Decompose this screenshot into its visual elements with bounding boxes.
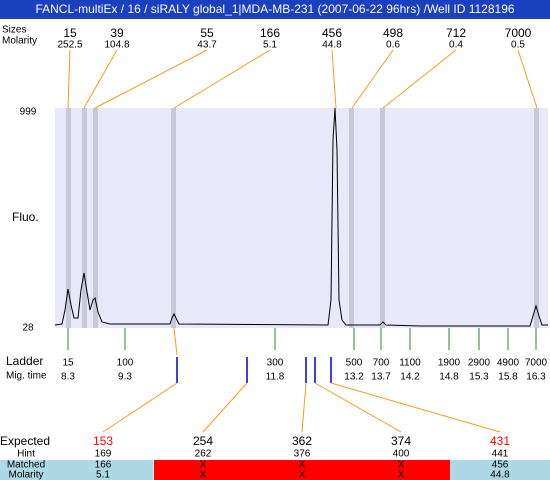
match-lines [102, 327, 501, 433]
molarity-cell: 5.1 [96, 470, 110, 480]
peaks-molarity-label: Molarity [2, 36, 37, 47]
hint-cell: 169 [95, 449, 112, 460]
ladder-time: 14.8 [439, 372, 459, 383]
ladder-time: 13.2 [344, 372, 364, 383]
peak-molarity: 252.5 [57, 40, 82, 51]
hint-cell: 262 [195, 449, 212, 460]
row-label: Molarity [8, 470, 43, 480]
trace [54, 107, 548, 327]
ladder-size: 1900 [438, 358, 461, 369]
peak-size: 55 [200, 26, 214, 40]
peak-link [382, 49, 457, 109]
peak-link [67, 49, 71, 109]
expected-cell: 362 [292, 434, 312, 448]
peak-size: 15 [63, 26, 77, 40]
y-label: Fluo. [12, 210, 39, 224]
expected-cell: 374 [391, 434, 411, 448]
expected-cell: 431 [490, 434, 510, 448]
ladder-size: 4900 [497, 358, 520, 369]
column-bg [154, 460, 252, 480]
ladder-time: 15.8 [498, 372, 518, 383]
matched-cell: X [200, 460, 207, 471]
ladder-size: 7000 [525, 358, 548, 369]
peak-size: 166 [260, 26, 280, 40]
peak-size: 498 [383, 26, 403, 40]
peak-molarity: 0.5 [511, 40, 525, 51]
ladder-time: 14.2 [400, 372, 420, 383]
peak-link [94, 49, 208, 109]
ladder-label: Ladder [6, 354, 43, 368]
column-bg [450, 460, 550, 480]
ladder-time: 15.3 [469, 372, 489, 383]
hint-cell: 441 [492, 449, 509, 460]
y-bottom: 28 [22, 323, 34, 334]
peak-molarity: 104.8 [104, 40, 129, 51]
row-label: Hint [17, 449, 35, 460]
hint-cell: 376 [294, 449, 311, 460]
plot-area [55, 108, 548, 328]
matched-cell: X [299, 460, 306, 471]
ladder-time: 16.3 [526, 372, 546, 383]
ladder-size: 15 [62, 358, 74, 369]
title: FANCL-multiEx / 16 / siRALY global_1|MDA… [35, 2, 514, 16]
expected-cell: 254 [193, 434, 213, 448]
hint-cell: 400 [393, 449, 410, 460]
peak-size: 39 [110, 26, 124, 40]
peak-molarity: 44.8 [322, 40, 342, 51]
ladder-time: 13.7 [371, 372, 391, 383]
molarity-cell: X [299, 470, 306, 480]
ladder-time-label: Mig. time [6, 371, 47, 382]
ladder-time: 9.3 [118, 372, 132, 383]
peaks-size-label: Sizes [2, 25, 26, 36]
column-bg [352, 460, 450, 480]
ladder-size: 2900 [468, 358, 491, 369]
ladder-size: 300 [267, 358, 284, 369]
molarity-cell: 44.8 [490, 470, 510, 480]
label-bg [0, 460, 53, 480]
ladder-size: 1100 [399, 358, 421, 369]
peak-link [83, 49, 118, 109]
y-top: 999 [20, 107, 37, 118]
matched-cell: 166 [95, 460, 112, 471]
molarity-cell: X [200, 470, 207, 480]
ladder-time: 8.3 [61, 372, 75, 383]
molarity-cell: X [398, 470, 405, 480]
peak-bands [66, 108, 539, 328]
peak-molarity: 0.6 [386, 40, 400, 51]
matched-cell: 456 [492, 460, 509, 471]
ladder-size: 700 [373, 358, 390, 369]
row-label: Expected [0, 434, 50, 448]
peak-link [517, 49, 538, 109]
peak-molarity: 43.7 [197, 40, 217, 51]
peak-size: 712 [446, 26, 466, 40]
title-bar [0, 0, 550, 19]
peak-molarity: 5.1 [263, 40, 277, 51]
ladder-size: 100 [117, 358, 134, 369]
matched-cell: X [398, 460, 405, 471]
peak-molarity: 0.4 [449, 40, 463, 51]
column-bg [53, 460, 153, 480]
ladder-time: 11.8 [266, 372, 285, 383]
peak-size: 7000 [505, 26, 532, 40]
markers [176, 357, 332, 383]
peak-link [351, 49, 394, 109]
expected-cell: 153 [93, 434, 113, 448]
peak-link [173, 49, 271, 109]
column-bg [252, 460, 352, 480]
peak-link [331, 49, 337, 109]
ladder-size: 500 [346, 358, 363, 369]
peak-size: 456 [322, 26, 342, 40]
row-label: Matched [7, 460, 45, 471]
